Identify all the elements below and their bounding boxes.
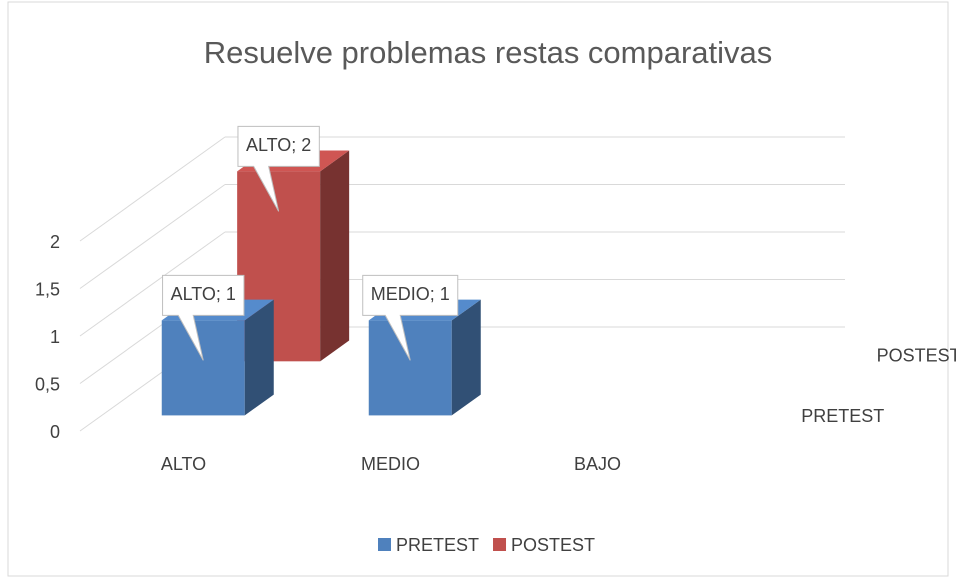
x-tick-label: ALTO bbox=[161, 454, 206, 474]
bar-side bbox=[451, 299, 481, 416]
bar-side bbox=[320, 150, 350, 362]
bar-front bbox=[368, 320, 452, 416]
bar bbox=[161, 299, 274, 416]
data-label-box bbox=[362, 274, 459, 361]
depth-label: PRETEST bbox=[801, 406, 884, 426]
x-tick-label: MEDIO bbox=[361, 454, 420, 474]
data-label-box bbox=[162, 274, 245, 361]
bar-side bbox=[244, 299, 274, 416]
y-tick-label: 0 bbox=[50, 422, 60, 442]
bar bbox=[368, 299, 481, 416]
data-label-text: ALTO; 2 bbox=[246, 135, 311, 155]
legend-swatch bbox=[493, 538, 507, 551]
data-label: ALTO; 2 bbox=[237, 125, 320, 212]
data-label: ALTO; 1 bbox=[162, 274, 245, 361]
bar bbox=[237, 150, 350, 362]
x-tick-label: BAJO bbox=[574, 454, 621, 474]
y-tick-label: 0,5 bbox=[35, 374, 60, 394]
bar-front bbox=[161, 320, 245, 416]
data-label: MEDIO; 1 bbox=[362, 274, 459, 361]
data-label-box bbox=[237, 125, 320, 212]
grid-line bbox=[79, 184, 226, 289]
legend-label: PRETEST bbox=[396, 535, 479, 555]
grid-line bbox=[79, 231, 226, 337]
y-tick-label: 1,5 bbox=[35, 279, 60, 299]
legend-swatch bbox=[378, 538, 391, 551]
depth-label: POSTEST bbox=[877, 346, 956, 366]
legend-label: POSTEST bbox=[511, 535, 595, 555]
data-label-text: ALTO; 1 bbox=[171, 284, 236, 304]
chart-border bbox=[7, 1, 949, 577]
chart-title: Resuelve problemas restas comparativas bbox=[204, 35, 773, 70]
y-tick-label: 1 bbox=[50, 327, 60, 347]
data-label-text: MEDIO; 1 bbox=[371, 284, 450, 304]
y-tick-label: 2 bbox=[50, 232, 60, 252]
grid-line bbox=[79, 136, 226, 242]
